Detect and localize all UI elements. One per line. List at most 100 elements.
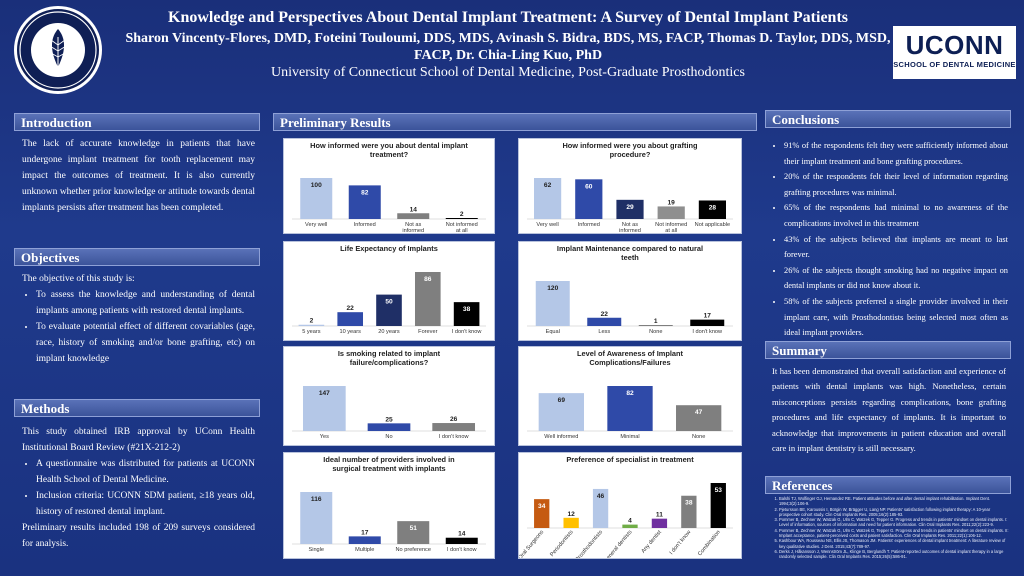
chart-data-label: 34 — [538, 503, 546, 510]
logo-subtitle: SCHOOL OF DENTAL MEDICINE — [893, 60, 1016, 69]
chart-category-label: Single — [308, 547, 324, 553]
chart-category-label: I don't know — [447, 547, 478, 553]
chart-panel-6: Ideal number of providers involved in sur… — [283, 452, 495, 559]
summary-section: It has been demonstrated that overall sa… — [772, 364, 1006, 456]
chart-category-label: at all — [456, 228, 468, 233]
bar-chart-6: Ideal number of providers involved insur… — [292, 455, 486, 553]
chart-bar — [563, 517, 579, 528]
chart-bar — [453, 302, 480, 326]
chart-data-label: 17 — [361, 529, 369, 536]
poster-header: Knowledge and Perspectives About Dental … — [0, 0, 1024, 104]
poster-title: Knowledge and Perspectives About Dental … — [168, 9, 848, 26]
chart-data-label: 120 — [547, 285, 558, 292]
chart-category-label: Forever — [418, 329, 437, 335]
methods-irb-text: This study obtained IRB approval by UCon… — [22, 427, 255, 453]
chart-bar — [622, 524, 638, 528]
methods-results-text: Preliminary results included 198 of 209 … — [22, 523, 255, 549]
chart-bar — [367, 423, 411, 431]
chart-category-label: None — [692, 434, 705, 440]
chart-title: Level of Awareness of Implant — [577, 349, 684, 358]
bar-chart-4: Is smoking related to implantfailure/com… — [292, 349, 486, 440]
objective-item: To assess the knowledge and understandin… — [36, 287, 255, 319]
chart-bar — [710, 483, 726, 528]
chart-bar — [337, 312, 364, 326]
reference-item: Balshi TJ, Wolfinger GJ, Hernandez RE. P… — [779, 496, 1010, 507]
methods-item: Inclusion criteria: UCONN SDM patient, ≥… — [36, 488, 255, 520]
uconn-dental-logo: UCONN SCHOOL OF DENTAL MEDICINE — [893, 26, 1016, 79]
chart-bar — [592, 488, 609, 528]
conclusion-item: 20% of the respondents felt their level … — [784, 169, 1008, 200]
chart-data-label: 60 — [585, 183, 593, 190]
chart-bar — [445, 218, 478, 219]
chart-category-label: informed — [619, 228, 641, 233]
chart-category-label: General dentists — [603, 529, 634, 558]
chart-data-label: 25 — [385, 416, 393, 423]
chart-data-label: 14 — [458, 531, 466, 538]
chart-data-label: 116 — [311, 496, 322, 503]
chart-category-label: informed — [402, 228, 424, 233]
chart-bar — [698, 200, 726, 219]
chart-category-label: Any dentist — [641, 529, 664, 554]
chart-bar — [538, 393, 584, 431]
reference-item: Pommer B, Zechner W, Watzak G, Ulm C, Wa… — [779, 528, 1010, 539]
chart-panel-0: How informed were you about dental impla… — [283, 138, 495, 234]
bar-chart-2: Life Expectancy of Implants 2 5 years 22 10 … — [292, 244, 486, 335]
chart-data-label: 2 — [460, 211, 464, 218]
methods-item: A questionnaire was distributed for pati… — [36, 456, 255, 488]
chart-data-label: 11 — [656, 512, 663, 519]
chart-data-label: 38 — [463, 306, 471, 313]
introduction-heading: Introduction — [14, 113, 260, 131]
methods-heading: Methods — [14, 399, 260, 417]
chart-title: Is smoking related to implant — [338, 349, 441, 358]
chart-category-label: Not applicable — [695, 222, 730, 228]
chart-bar — [587, 317, 622, 326]
bar-chart-7: Preference of specialist in treatment 34 O… — [519, 455, 733, 558]
chart-panel-1: How informed were you about grafting proc… — [518, 138, 742, 234]
chart-bar — [651, 518, 668, 528]
introduction-text: The lack of accurate knowledge in patien… — [22, 139, 255, 213]
chart-bar — [432, 423, 476, 431]
reference-item: Pommer B, Zechner W, Watzak G, Ulm C, Wa… — [779, 517, 1010, 528]
conclusion-item: 58% of the subjects preferred a single p… — [784, 294, 1008, 341]
chart-category-label: I don't know — [439, 434, 470, 440]
methods-section: This study obtained IRB approval by UCon… — [22, 424, 255, 552]
chart-category-label: Equal — [546, 329, 560, 335]
chart-data-label: 82 — [626, 390, 634, 397]
summary-text: It has been demonstrated that overall sa… — [772, 366, 1006, 454]
chart-title: surgical treatment with implants — [332, 464, 445, 473]
chart-data-label: 53 — [715, 487, 723, 494]
chart-panel-7: Preference of specialist in treatment 34 O… — [518, 452, 742, 559]
chart-data-label: 29 — [626, 204, 634, 211]
chart-bar — [376, 294, 402, 326]
chart-category-label: Not informed — [446, 222, 478, 228]
chart-data-label: 22 — [347, 305, 355, 312]
chart-category-label: Informed — [578, 222, 600, 228]
logo-wordmark: UCONN — [905, 30, 1004, 60]
chart-title: Preference of specialist in treatment — [566, 455, 694, 464]
chart-bar — [676, 405, 722, 431]
chart-category-label: I don't know — [692, 329, 723, 335]
chart-category-label: Very well — [305, 222, 327, 228]
chart-category-label: Not as — [622, 222, 638, 228]
poster-affiliation: University of Connecticut School of Dent… — [271, 65, 745, 80]
chart-data-label: 17 — [704, 313, 712, 320]
chart-panel-5: Level of Awareness of Implant Complicatio… — [518, 346, 742, 446]
chart-title: Ideal number of providers involved in — [323, 455, 455, 464]
chart-category-label: Very well — [536, 222, 558, 228]
chart-category-label: at all — [665, 228, 677, 233]
chart-bar — [534, 178, 562, 219]
chart-title: Complications/Failures — [589, 358, 670, 367]
objectives-heading: Objectives — [14, 248, 260, 266]
chart-category-label: Well informed — [544, 434, 578, 440]
chart-data-label: 51 — [410, 525, 418, 532]
conclusion-item: 26% of the subjects thought smoking had … — [784, 263, 1008, 294]
chart-data-label: 86 — [424, 276, 432, 283]
chart-category-label: I don't know — [452, 329, 483, 335]
chart-bar — [575, 179, 603, 219]
chart-bar — [302, 386, 346, 431]
objective-item: To evaluate potential effect of differen… — [36, 319, 255, 367]
chart-title: How informed were you about dental impla… — [310, 141, 468, 150]
chart-bar — [300, 492, 333, 544]
chart-panel-2: Life Expectancy of Implants 2 5 years 22 10 … — [283, 241, 495, 341]
chart-data-label: 46 — [597, 493, 605, 500]
